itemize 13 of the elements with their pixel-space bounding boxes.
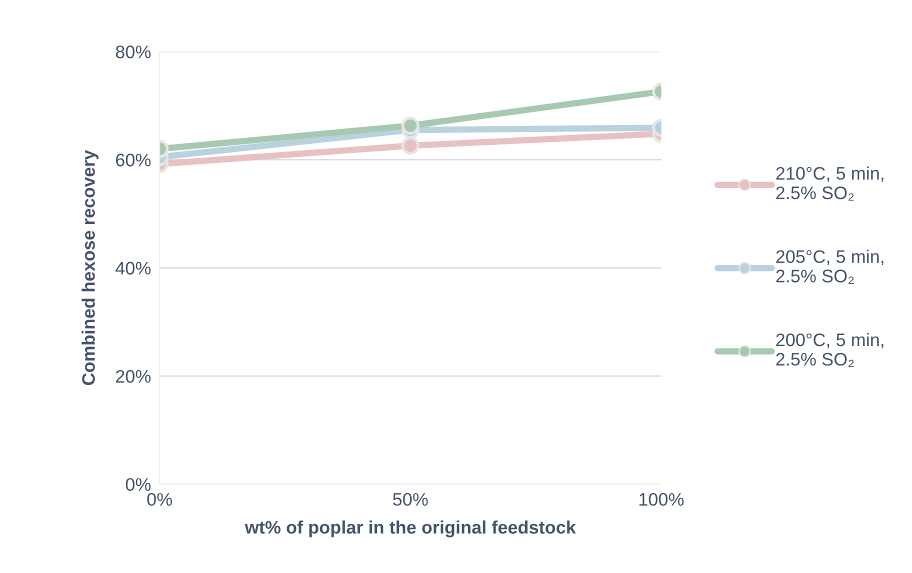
legend-label: 200°C, 5 min, 2.5% SO₂ <box>776 332 884 368</box>
y-tick-label: 40% <box>116 262 151 275</box>
x-axis-title: wt% of poplar in the original feedstock <box>244 520 576 538</box>
y-tick-label: 0% <box>126 478 151 491</box>
legend-label: 205°C, 5 min, 2.5% SO₂ <box>776 250 884 284</box>
x-tick-label: 50% <box>393 492 428 506</box>
y-tick-label: 60% <box>116 154 151 166</box>
y-tick-label: 80% <box>116 46 151 58</box>
y-tick-label: 20% <box>116 370 151 383</box>
legend-label: 210°C, 5 min, 2.5% SO₂ <box>776 166 884 201</box>
x-tick-label: 100% <box>639 492 684 506</box>
y-axis-title: Combined hexose recovery <box>82 150 98 386</box>
x-tick-label: 0% <box>147 492 172 506</box>
